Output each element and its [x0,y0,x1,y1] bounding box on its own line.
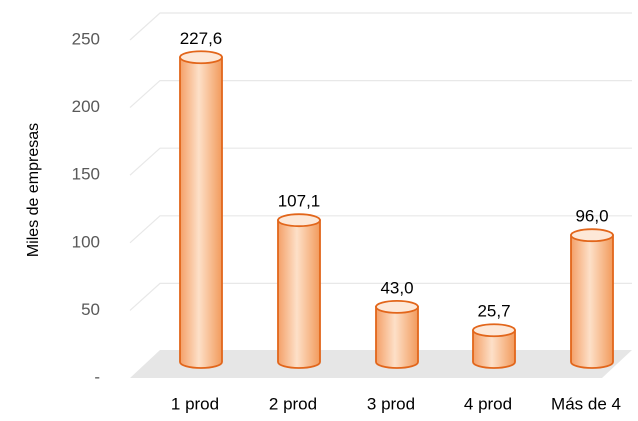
bar-top [179,50,223,65]
bar-top [375,299,419,314]
y-tick-label: - [94,367,100,386]
y-tick-label: 150 [72,165,100,184]
y-tick-label: 250 [72,29,100,48]
bar-top [472,323,516,338]
grid-line [129,282,632,311]
x-tick-label: 1 prod [171,394,219,413]
grid-line [129,215,632,244]
y-axis-label: Miles de empresas [25,123,42,257]
grid-line [129,147,632,176]
x-tick-label: Más de 4 [551,394,621,413]
y-tick-label: 50 [81,300,100,319]
x-tick-label: 3 prod [367,394,415,413]
y-tick-label: 100 [72,232,100,251]
value-label: 96,0 [575,207,608,226]
value-label: 25,7 [477,302,510,321]
value-label: 227,6 [180,29,223,48]
value-label: 43,0 [380,278,413,297]
y-tick-label: 200 [72,97,100,116]
bar-top [570,228,614,243]
bar [472,329,516,369]
value-label: 107,1 [278,192,321,211]
grid-line [129,12,632,41]
bar [179,56,223,369]
bar [570,234,614,369]
x-tick-label: 4 prod [464,394,512,413]
bar-top [277,213,321,228]
x-tick-label: 2 prod [269,394,317,413]
grid-line [129,79,632,109]
bar [375,305,419,369]
bar [277,219,321,369]
